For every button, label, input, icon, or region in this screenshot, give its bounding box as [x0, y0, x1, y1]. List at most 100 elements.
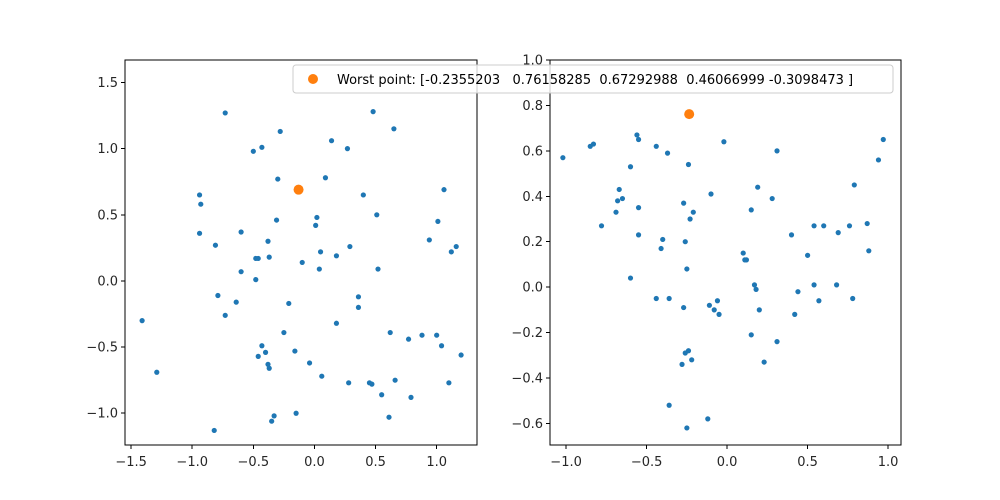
data-point — [139, 318, 145, 324]
data-point — [711, 307, 717, 313]
data-point — [684, 425, 690, 431]
x-tick-label: 0.0 — [717, 455, 738, 470]
data-point — [740, 250, 746, 256]
data-point — [615, 198, 621, 204]
y-tick-label: 0.4 — [522, 190, 543, 205]
data-point — [259, 144, 265, 150]
data-point — [269, 418, 275, 424]
data-point — [708, 191, 714, 197]
x-tick-label: −1.0 — [550, 455, 582, 470]
data-point — [222, 312, 228, 318]
data-point — [405, 336, 412, 342]
data-point — [880, 136, 886, 143]
data-point — [355, 294, 362, 300]
data-point — [446, 380, 452, 386]
x-tick-label: −1.5 — [115, 455, 147, 470]
data-point — [714, 298, 721, 304]
y-tick-label: 1.5 — [97, 76, 118, 91]
data-point — [333, 320, 340, 326]
data-point — [386, 414, 392, 420]
data-point — [681, 200, 687, 206]
data-point — [370, 109, 376, 115]
data-point — [316, 266, 322, 272]
data-point — [215, 292, 221, 299]
data-point — [851, 182, 857, 188]
data-point — [255, 353, 261, 359]
data-point — [250, 148, 256, 154]
data-point — [792, 311, 798, 317]
data-point — [716, 311, 722, 317]
data-point — [687, 216, 693, 222]
data-point — [154, 369, 160, 375]
data-point — [293, 410, 299, 416]
y-tick-label: 1.0 — [97, 142, 118, 157]
data-point — [313, 222, 319, 228]
plot-frame — [124, 59, 478, 446]
data-point — [277, 128, 283, 135]
y-tick-label: 0.0 — [522, 281, 543, 296]
data-point — [344, 146, 351, 152]
data-point — [635, 232, 642, 238]
x-tick-label: 1.0 — [878, 455, 899, 470]
data-point — [212, 242, 219, 248]
data-point — [811, 223, 817, 229]
legend-box — [292, 64, 894, 94]
data-point — [408, 394, 414, 400]
data-point — [590, 141, 597, 147]
data-point — [233, 299, 239, 305]
data-point — [816, 298, 822, 304]
data-point — [273, 217, 280, 223]
data-point — [196, 230, 203, 236]
data-point — [317, 249, 324, 255]
data-point — [306, 360, 313, 366]
left-scatter-plot: −1.5 −1.0 −0.5 0.0 0.5 1.0 −1.0 −0.5 0.0 0.5 1.0 1.… — [86, 59, 478, 470]
data-point — [238, 269, 244, 275]
data-point — [346, 380, 352, 386]
data-point — [259, 343, 265, 349]
x-tick-label: −1.0 — [176, 455, 208, 470]
data-point — [660, 236, 666, 243]
x-tick-label: −0.5 — [631, 455, 663, 470]
data-point — [369, 381, 375, 387]
data-point — [435, 218, 441, 225]
worst-point — [684, 109, 695, 120]
data-point — [374, 212, 380, 218]
data-point — [682, 239, 688, 245]
data-point — [774, 148, 780, 154]
data-point — [196, 192, 203, 198]
data-point — [753, 286, 759, 293]
data-point — [419, 332, 425, 338]
right-scatter-plot: −1.0 −0.5 0.0 0.5 1.0 −0.6 −0.4 −0.2 0.0 0.2 0.4 0.… — [511, 54, 902, 470]
data-point — [679, 361, 685, 367]
data-point — [795, 289, 801, 295]
data-point — [319, 373, 325, 379]
data-point — [299, 259, 305, 266]
x-tick-label: 0.0 — [304, 455, 325, 470]
data-point — [685, 161, 692, 168]
data-point — [634, 132, 640, 138]
data-point — [866, 248, 872, 254]
data-point — [666, 402, 672, 408]
x-tick-label: 0.5 — [365, 455, 386, 470]
data-point — [453, 243, 459, 250]
x-tick-label: −0.5 — [238, 455, 270, 470]
plot-frame — [549, 59, 902, 446]
legend-worst-label: Worst point: [-0.2355203 0.76158285 0.67… — [337, 73, 853, 88]
data-point — [834, 282, 840, 288]
data-point — [253, 277, 259, 283]
data-point — [653, 295, 659, 302]
data-point — [756, 307, 762, 313]
data-point — [322, 175, 329, 181]
data-point — [238, 229, 244, 235]
legend-worst-marker — [308, 74, 318, 84]
data-point — [266, 254, 272, 260]
y-tick-label: 0.5 — [97, 208, 118, 223]
data-point — [619, 195, 626, 202]
data-point — [627, 164, 634, 170]
data-point — [262, 349, 269, 355]
data-point — [635, 136, 642, 143]
data-point — [271, 413, 277, 419]
data-point — [434, 332, 440, 338]
y-tick-label: −0.5 — [86, 341, 118, 356]
